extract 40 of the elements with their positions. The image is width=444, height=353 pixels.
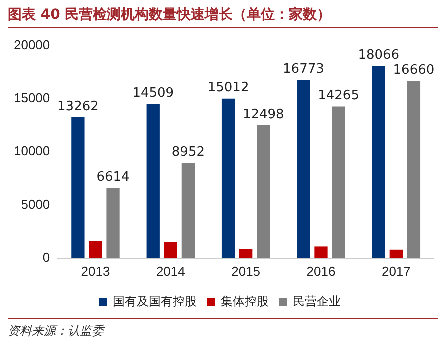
data-label: 16660 [393, 63, 435, 78]
bar [257, 126, 270, 258]
x-tick-label: 2014 [156, 264, 186, 279]
bar [297, 80, 310, 258]
bar [182, 163, 196, 258]
data-label: 6614 [96, 170, 130, 185]
y-tick-label: 20000 [14, 37, 50, 52]
legend-label: 国有及国有控股 [113, 294, 197, 308]
x-tick-label: 2013 [81, 264, 110, 279]
bar [146, 104, 160, 258]
bar [89, 241, 102, 258]
bar [372, 66, 386, 258]
data-label: 13262 [58, 99, 99, 114]
data-label: 15012 [208, 80, 250, 96]
chart-title: 图表 40 民营检测机构数量快速增长（单位：家数） [8, 6, 438, 28]
bar [314, 246, 328, 258]
bar [106, 188, 120, 258]
bar [222, 98, 236, 258]
bar [164, 242, 178, 258]
data-label: 18066 [358, 48, 400, 64]
bar [390, 250, 403, 258]
text: 资料来源：认监委 [8, 318, 438, 340]
y-tick-label: 5000 [21, 196, 50, 212]
x-tick-label: 2016 [306, 264, 336, 279]
data-label: 12498 [242, 107, 284, 122]
bar [332, 106, 346, 258]
bar [240, 249, 253, 258]
data-label: 8952 [172, 145, 205, 160]
bar [407, 81, 421, 258]
x-tick-label: 2015 [232, 264, 261, 279]
legend-label: 集体控股 [221, 294, 269, 308]
bar [72, 117, 85, 258]
x-tick-label: 2017 [382, 264, 411, 279]
y-tick-label: 0 [42, 250, 50, 265]
data-label: 14265 [318, 88, 360, 104]
y-tick-label: 10000 [14, 144, 50, 159]
data-label: 16773 [283, 62, 324, 77]
data-label: 14509 [132, 86, 174, 102]
legend-label: 民营企业 [293, 294, 341, 308]
y-tick-label: 15000 [14, 90, 50, 106]
